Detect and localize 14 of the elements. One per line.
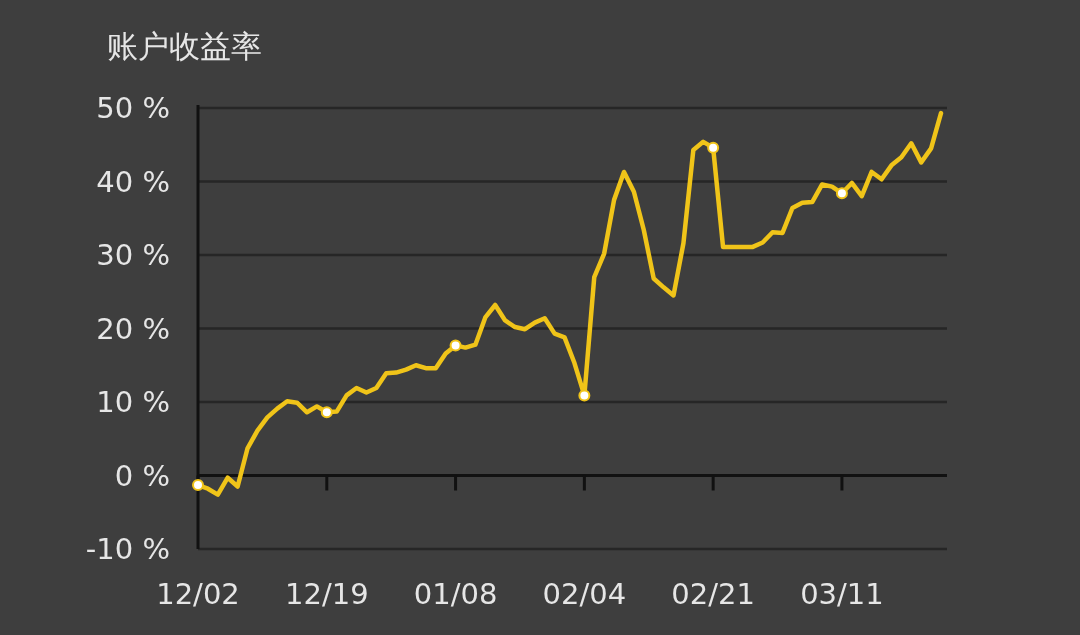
x-tick-label: 12/19 <box>285 577 369 611</box>
y-tick-label: -10 % <box>85 532 170 567</box>
y-tick-label: 20 % <box>96 311 170 346</box>
y-tick-label: 30 % <box>96 238 170 273</box>
y-tick-label: 50 % <box>96 91 170 126</box>
y-tick-label: 10 % <box>96 385 170 420</box>
y-tick-label: 40 % <box>96 164 170 199</box>
x-tick-label: 02/04 <box>542 577 627 611</box>
x-tick-label: 01/08 <box>413 577 498 611</box>
y-tick-label: 0 % <box>114 458 170 493</box>
x-tick-label: 03/11 <box>800 577 884 611</box>
x-tick-label: 02/21 <box>671 577 755 611</box>
x-tick-label: 12/02 <box>156 577 240 611</box>
chart-title: 账户收益率 <box>107 28 262 64</box>
